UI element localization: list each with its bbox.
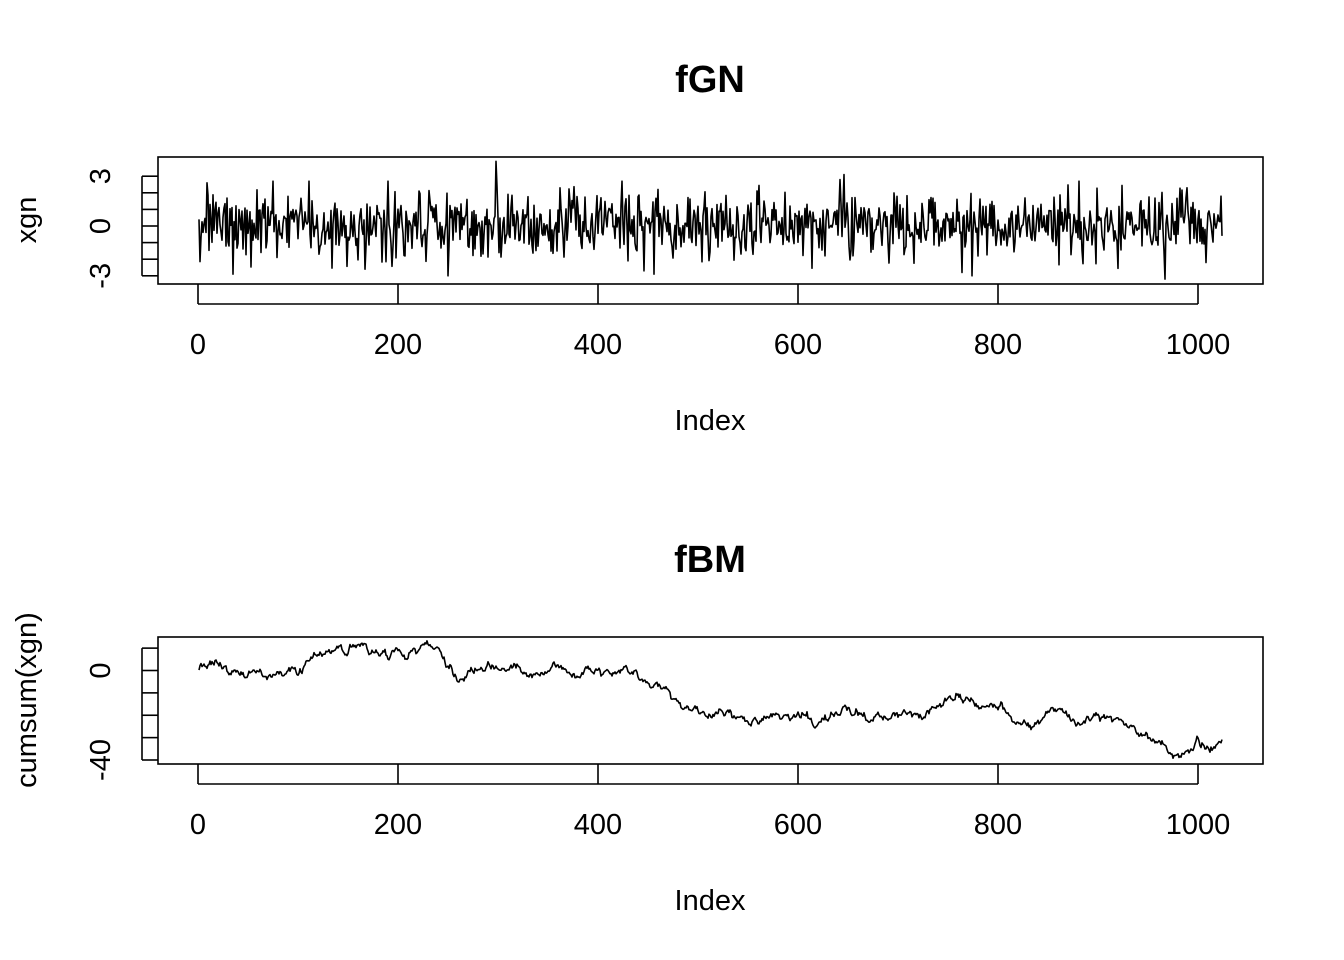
fbm-y-axis-label: cumsum(xgn) (11, 612, 43, 788)
x-tick-label: 800 (974, 809, 1022, 841)
fgn-y-axis-label: xgn (11, 197, 43, 244)
fgn-panel: fGN Index xgn 0 200 400 600 800 1000 -3 0 3 (11, 59, 1264, 437)
x-tick-label: 600 (774, 329, 822, 361)
fbm-x-axis: 0 200 400 600 800 1000 (190, 764, 1230, 841)
fbm-plot-frame (157, 636, 1264, 765)
y-tick-label: 0 (85, 218, 117, 234)
x-tick-label: 0 (190, 329, 206, 361)
fbm-title: fBM (674, 539, 746, 581)
x-tick-label: 200 (374, 329, 422, 361)
fbm-x-axis-label: Index (675, 885, 746, 917)
x-tick-label: 1000 (1166, 809, 1231, 841)
fbm-series-line (198, 640, 1223, 760)
fgn-series-line (198, 160, 1223, 280)
x-tick-label: 1000 (1166, 329, 1231, 361)
x-tick-label: 400 (574, 329, 622, 361)
fgn-title: fGN (675, 59, 745, 101)
x-tick-label: 800 (974, 329, 1022, 361)
y-tick-label: 3 (85, 168, 117, 184)
x-tick-label: 600 (774, 809, 822, 841)
fbm-panel: fBM Index cumsum(xgn) 0 200 400 600 800 1000 … (11, 539, 1264, 917)
fgn-x-axis-label: Index (675, 405, 746, 437)
x-tick-label: 200 (374, 809, 422, 841)
fgn-plot-frame (157, 156, 1264, 285)
fgn-y-axis: -3 0 3 (85, 168, 158, 289)
x-tick-label: 400 (574, 809, 622, 841)
y-tick-label: 0 (85, 662, 117, 678)
y-tick-label: -3 (85, 263, 117, 289)
x-tick-label: 0 (190, 809, 206, 841)
y-tick-label: -40 (85, 739, 117, 781)
fbm-y-axis: -40 0 (85, 647, 158, 781)
fgn-x-axis: 0 200 400 600 800 1000 (190, 284, 1230, 361)
